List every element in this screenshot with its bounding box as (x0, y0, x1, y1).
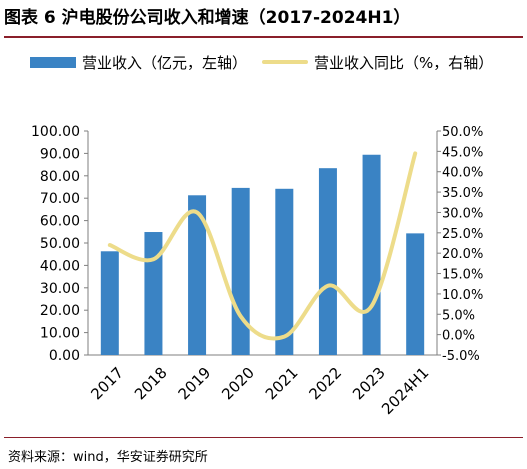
legend-label-line: 营业收入同比（%，右轴） (314, 53, 494, 72)
x-tick-label: 2020 (218, 364, 258, 404)
right-tick-label: 35.0% (442, 186, 483, 201)
growth-line (107, 151, 418, 341)
legend-label-bar: 营业收入（亿元，左轴） (82, 53, 248, 72)
right-tick-label: -5.0% (442, 349, 480, 364)
right-tick-label: 5.0% (442, 308, 475, 323)
x-tick-label: 2017 (87, 364, 127, 404)
x-tick-label: 2023 (349, 364, 389, 404)
left-tick-label: 0.00 (49, 348, 80, 364)
bar-2023 (362, 154, 381, 355)
bar-2022 (318, 168, 337, 355)
x-tick-label: 2022 (306, 364, 346, 404)
bar-2024H1 (406, 233, 425, 355)
x-tick-label: 2019 (175, 364, 215, 404)
right-tick-label: 40.0% (442, 166, 483, 181)
chart-title: 图表 6 沪电股份公司收入和增速（2017-2024H1） (4, 8, 411, 28)
source-rule (4, 437, 523, 438)
left-tick-label: 10.00 (40, 326, 80, 342)
right-tick-label: 20.0% (442, 247, 483, 262)
right-tick-label: 25.0% (442, 227, 483, 242)
right-tick-label: 50.0% (442, 125, 483, 140)
left-tick-label: 30.00 (40, 281, 80, 297)
right-tick-label: 10.0% (442, 288, 483, 303)
title-rule (4, 36, 523, 38)
left-tick-label: 50.00 (40, 236, 80, 252)
bar-2020 (231, 187, 250, 355)
right-tick-label: 15.0% (442, 268, 483, 283)
bar-2021 (275, 188, 294, 355)
left-tick-label: 40.00 (40, 258, 80, 274)
x-tick-label: 2021 (262, 364, 302, 404)
bar-2017 (100, 251, 119, 355)
source-note: 资料来源：wind，华安证券研究所 (8, 450, 208, 465)
left-tick-label: 60.00 (40, 214, 80, 230)
right-tick-label: 0.0% (442, 329, 475, 344)
bar-2018 (144, 232, 163, 355)
left-tick-label: 90.00 (40, 146, 80, 162)
right-tick-label: 45.0% (442, 145, 483, 160)
legend-swatch-bar (30, 56, 76, 68)
right-tick-label: 30.0% (442, 206, 483, 221)
x-tick-label: 2018 (131, 364, 171, 404)
legend-item-bar: 营业收入（亿元，左轴） (30, 49, 247, 75)
bar-2019 (188, 195, 207, 355)
legend-swatch-line (262, 60, 308, 64)
left-tick-label: 80.00 (40, 169, 80, 185)
legend-item-line: 营业收入同比（%，右轴） (262, 49, 493, 75)
left-tick-label: 20.00 (40, 303, 80, 319)
left-tick-label: 70.00 (40, 191, 80, 207)
legend: 营业收入（亿元，左轴） 营业收入同比（%，右轴） (0, 49, 527, 75)
x-tick-label: 2024H1 (378, 364, 432, 418)
left-tick-label: 100.00 (31, 124, 80, 140)
